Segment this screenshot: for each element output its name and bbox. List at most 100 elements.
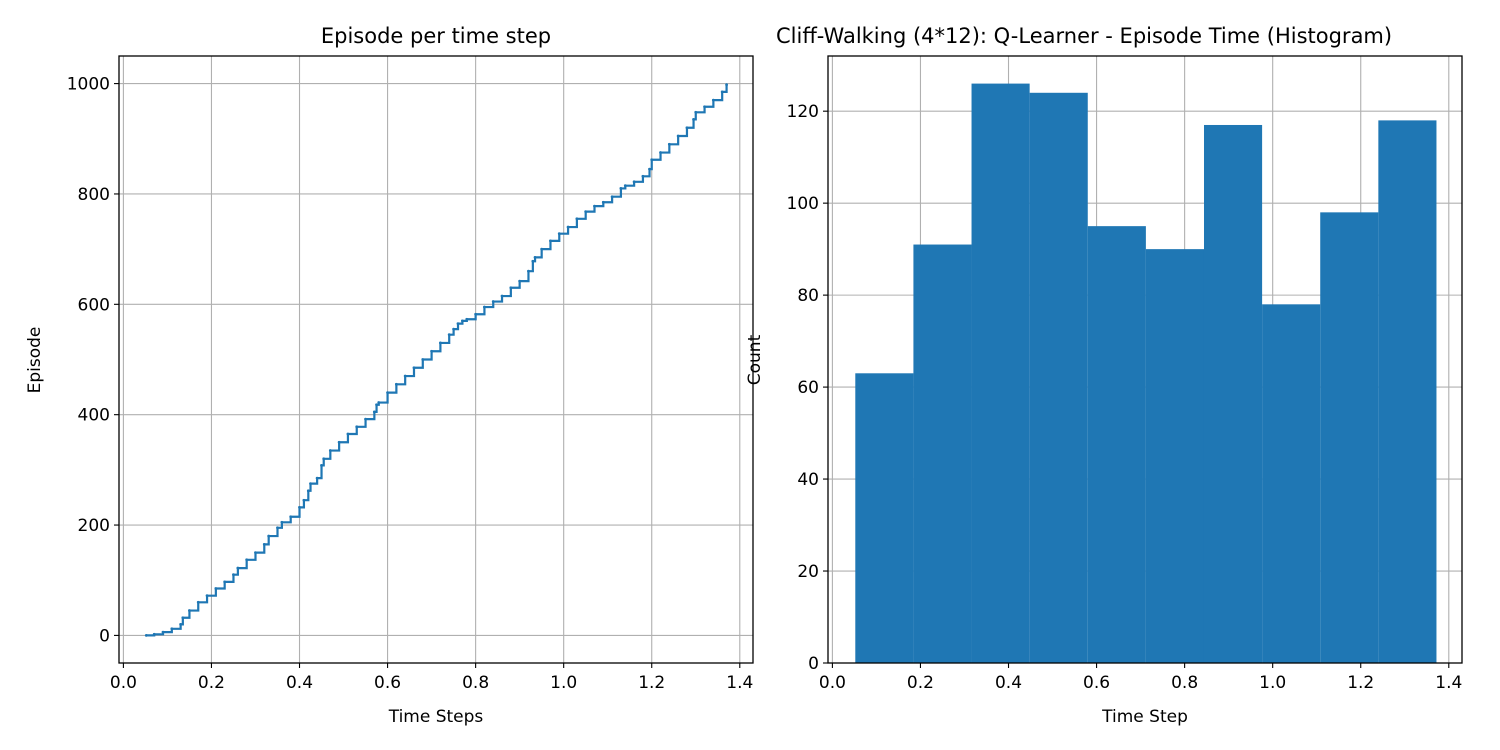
data-point (328, 449, 332, 452)
data-point (276, 526, 279, 530)
data-point (337, 440, 341, 444)
data-point (447, 333, 451, 337)
plot-area (144, 83, 728, 637)
x-tick-label: 1.0 (550, 673, 577, 693)
y-tick-label: 400 (78, 406, 110, 426)
data-point (518, 279, 522, 283)
data-point (465, 317, 469, 321)
y-axis-label: Episode (25, 327, 45, 394)
chart-title: Cliff-Walking (4*12): Q-Learner - Episod… (776, 24, 1392, 48)
data-point (179, 622, 183, 626)
y-tick-label: 60 (797, 378, 819, 398)
data-point (421, 358, 425, 361)
data-point (659, 151, 662, 154)
data-point (430, 349, 433, 353)
data-point (161, 630, 165, 634)
data-point (549, 239, 552, 243)
data-point (181, 616, 185, 620)
line-chart: 0.0 0.2 0.4 0.6 0.8 1.0 1.2 1.4 0 200 400 600 800 100… (25, 24, 754, 727)
data-point (254, 551, 257, 555)
data-point (533, 256, 537, 259)
data-point (188, 609, 191, 612)
series-line (146, 84, 728, 637)
data-point (394, 382, 398, 386)
data-point (641, 174, 645, 178)
data-point (346, 432, 350, 436)
histogram-bar (1320, 212, 1379, 663)
x-tick-label: 1.4 (1435, 673, 1462, 693)
data-point (632, 180, 636, 184)
y-tick-label: 200 (78, 516, 110, 536)
data-point (289, 515, 293, 519)
data-point (170, 627, 174, 631)
data-point (509, 286, 513, 290)
x-tick-label: 0.6 (1083, 673, 1110, 693)
data-point (452, 327, 456, 331)
data-point (214, 587, 218, 590)
axes-frame (827, 55, 1463, 664)
histogram-bar (1029, 92, 1088, 663)
histogram-bar (855, 373, 914, 663)
data-point (491, 300, 495, 303)
y-tick-label: 0 (808, 654, 819, 674)
x-tick-label: 1.2 (638, 673, 665, 693)
data-point (461, 319, 464, 323)
data-point (540, 247, 544, 251)
data-point (205, 594, 209, 598)
y-tick-label: 120 (787, 102, 819, 122)
data-point (372, 410, 376, 414)
data-point (262, 542, 266, 546)
data-point (601, 200, 605, 204)
data-point (575, 217, 579, 221)
y-tick-label: 1000 (67, 75, 110, 95)
data-point (711, 98, 715, 102)
data-point (245, 558, 249, 562)
x-tick-label: 0.0 (819, 673, 846, 693)
data-point (500, 294, 504, 298)
data-point (703, 105, 706, 109)
histogram-bar (1203, 124, 1263, 663)
data-point (456, 322, 460, 326)
y-tick-label: 40 (797, 470, 819, 490)
data-point (152, 632, 156, 636)
x-tick-label: 0.4 (995, 673, 1022, 693)
grid-lines (119, 56, 753, 663)
data-point (720, 90, 724, 94)
axes-frame (118, 55, 754, 664)
y-axis-label: Count (745, 334, 765, 385)
axis-ticks: 0.0 0.2 0.4 0.6 0.8 1.0 1.2 1.4 0 20 40 60 80 100 120 (787, 102, 1463, 693)
data-point (557, 232, 561, 236)
axis-ticks: 0.0 0.2 0.4 0.6 0.8 1.0 1.2 1.4 0 200 400 600 800 100… (67, 75, 754, 693)
x-tick-label: 0.6 (374, 673, 401, 693)
x-tick-label: 0.2 (907, 673, 934, 693)
data-point (531, 259, 535, 263)
x-tick-label: 0.8 (1171, 673, 1198, 693)
x-tick-label: 0.2 (198, 673, 225, 693)
data-point (527, 269, 530, 273)
data-point (623, 184, 627, 188)
data-point (685, 126, 689, 130)
data-point (236, 566, 240, 570)
data-point (694, 110, 698, 114)
data-point (648, 167, 651, 171)
data-point (322, 457, 326, 461)
x-axis-label: Time Step (1101, 707, 1188, 727)
y-tick-label: 20 (797, 562, 819, 582)
data-point (364, 417, 367, 421)
x-axis-label: Time Steps (388, 707, 484, 727)
data-point (584, 210, 588, 214)
x-tick-label: 0.4 (286, 673, 313, 693)
x-tick-label: 0.0 (110, 673, 137, 693)
x-tick-label: 1.0 (1259, 673, 1286, 693)
data-point (232, 573, 235, 577)
data-point (483, 305, 486, 309)
y-tick-label: 800 (78, 185, 110, 205)
data-point (315, 476, 319, 480)
histogram-bar (1378, 120, 1437, 663)
data-point (355, 425, 359, 429)
data-point (280, 520, 284, 524)
y-tick-label: 80 (797, 286, 819, 306)
histogram-bar (913, 244, 972, 663)
data-point (593, 204, 596, 208)
